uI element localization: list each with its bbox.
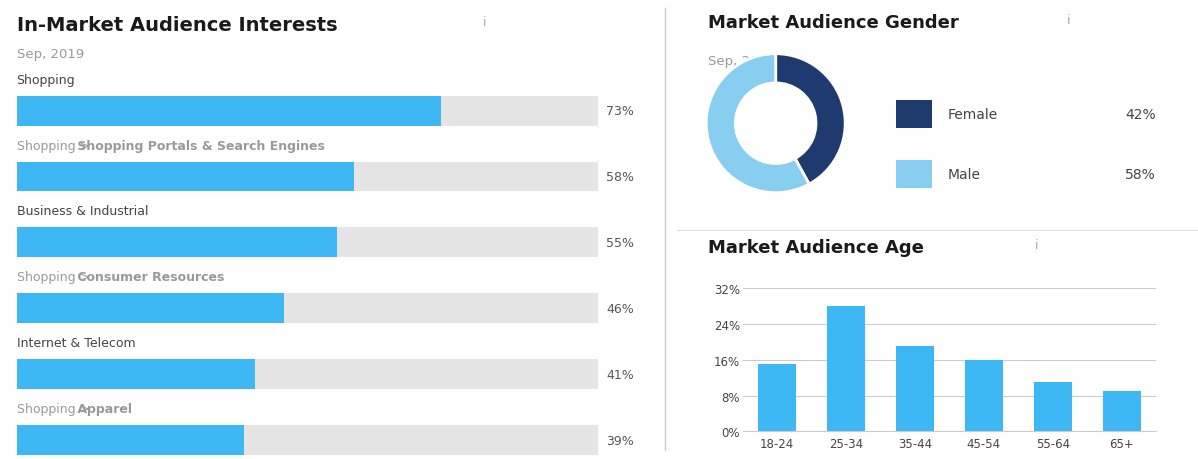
FancyBboxPatch shape (17, 294, 284, 324)
Text: Sep, 2019: Sep, 2019 (708, 55, 775, 68)
Bar (896, 347, 934, 431)
Text: i: i (479, 16, 486, 29)
FancyBboxPatch shape (17, 359, 255, 389)
Text: 55%: 55% (606, 236, 635, 249)
FancyBboxPatch shape (17, 425, 243, 455)
FancyBboxPatch shape (896, 101, 932, 129)
Text: Female: Female (948, 108, 998, 122)
FancyBboxPatch shape (17, 228, 337, 258)
Text: i: i (1063, 14, 1070, 27)
Bar (758, 364, 797, 431)
Text: Shopping >: Shopping > (17, 271, 90, 284)
FancyBboxPatch shape (17, 228, 599, 258)
Text: 46%: 46% (606, 302, 634, 315)
Text: Market Audience Age: Market Audience Age (708, 239, 924, 257)
FancyBboxPatch shape (17, 162, 355, 192)
FancyBboxPatch shape (677, 230, 1198, 232)
Text: In-Market Audience Interests: In-Market Audience Interests (17, 16, 338, 35)
Text: Shopping Portals & Search Engines: Shopping Portals & Search Engines (73, 139, 325, 152)
Text: Apparel: Apparel (73, 403, 132, 415)
Bar (1034, 382, 1072, 431)
FancyBboxPatch shape (17, 96, 441, 126)
Text: Consumer Resources: Consumer Resources (73, 271, 224, 284)
Text: i: i (1031, 239, 1039, 252)
Text: 39%: 39% (606, 434, 634, 447)
Text: 58%: 58% (1125, 168, 1156, 181)
Text: Shopping: Shopping (17, 73, 75, 86)
Bar (1102, 392, 1140, 431)
FancyBboxPatch shape (17, 425, 599, 455)
Text: Business & Industrial: Business & Industrial (17, 205, 149, 218)
Text: 42%: 42% (1125, 108, 1156, 122)
FancyBboxPatch shape (896, 161, 932, 188)
FancyBboxPatch shape (17, 96, 599, 126)
Text: Sep, 2019: Sep, 2019 (17, 48, 84, 61)
FancyBboxPatch shape (17, 294, 599, 324)
Wedge shape (775, 55, 845, 185)
Text: Male: Male (948, 168, 981, 181)
Wedge shape (707, 55, 809, 193)
Text: 73%: 73% (606, 105, 634, 118)
FancyBboxPatch shape (17, 162, 599, 192)
Text: Market Audience Gender: Market Audience Gender (708, 14, 958, 32)
Bar (964, 360, 1003, 431)
Text: Shopping >: Shopping > (17, 403, 90, 415)
Text: 41%: 41% (606, 368, 634, 381)
Text: Shopping >: Shopping > (17, 139, 90, 152)
Bar (827, 307, 865, 431)
FancyBboxPatch shape (17, 359, 599, 389)
Text: Internet & Telecom: Internet & Telecom (17, 336, 135, 350)
Text: 58%: 58% (606, 171, 635, 184)
